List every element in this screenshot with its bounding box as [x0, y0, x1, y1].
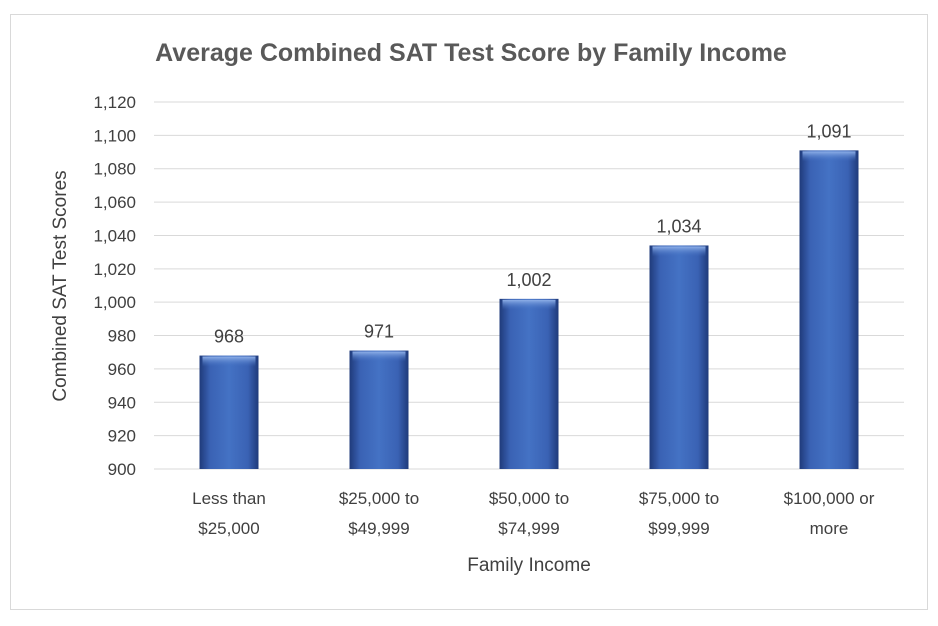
y-tick-label: 1,120	[93, 93, 136, 112]
y-tick-label: 1,040	[93, 226, 136, 245]
bar-highlight	[802, 151, 856, 162]
x-tick-label: $75,000 to	[639, 489, 719, 508]
y-tick-label: 940	[108, 393, 136, 412]
bar	[199, 355, 259, 469]
bar-highlight	[202, 356, 256, 367]
gridlines	[154, 101, 904, 470]
data-label: 968	[214, 327, 244, 347]
x-tick-label: more	[810, 519, 849, 538]
y-tick-label: 960	[108, 360, 136, 379]
bar-highlight	[652, 246, 706, 257]
data-label: 1,034	[656, 216, 701, 236]
y-axis-ticks: 900 920 940 960 980 1,000 1,020 1,040 1,060 1,080…	[93, 93, 136, 479]
chart-title: Average Combined SAT Test Score by Famil…	[155, 39, 787, 67]
chart-frame	[10, 14, 928, 610]
x-tick-label: Less than	[192, 489, 266, 508]
y-tick-label: 900	[108, 460, 136, 479]
y-tick-label: 920	[108, 427, 136, 446]
x-tick-label: $25,000 to	[339, 489, 419, 508]
data-labels: 968 971 1,002 1,034 1,091	[214, 121, 852, 346]
y-axis-label: Combined SAT Test Scores	[50, 170, 71, 401]
bar	[799, 150, 859, 470]
x-tick-label: $49,999	[348, 519, 409, 538]
y-tick-label: 1,020	[93, 260, 136, 279]
x-tick-label: $100,000 or	[784, 489, 875, 508]
x-tick-label: $25,000	[198, 519, 259, 538]
bars	[199, 150, 859, 470]
bar	[349, 350, 409, 469]
x-axis-label: Family Income	[467, 555, 591, 576]
bar	[499, 298, 559, 469]
data-label: 1,002	[506, 270, 551, 290]
bar-highlight	[352, 351, 406, 362]
y-tick-label: 1,060	[93, 193, 136, 212]
x-tick-label: $74,999	[498, 519, 559, 538]
y-tick-label: 1,000	[93, 293, 136, 312]
data-label: 971	[364, 322, 394, 342]
data-label: 1,091	[806, 121, 851, 141]
x-axis-ticks: Less than $25,000 $25,000 to $49,999 $50,000…	[192, 489, 875, 538]
bar-highlight	[502, 299, 556, 310]
x-tick-label: $50,000 to	[489, 489, 569, 508]
x-tick-label: $99,999	[648, 519, 709, 538]
bar	[649, 245, 709, 469]
y-tick-label: 980	[108, 327, 136, 346]
y-tick-label: 1,100	[93, 126, 136, 145]
y-tick-label: 1,080	[93, 160, 136, 179]
